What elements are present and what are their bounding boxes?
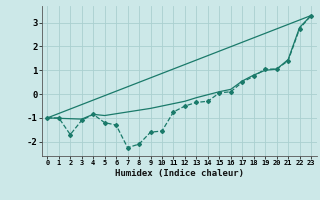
X-axis label: Humidex (Indice chaleur): Humidex (Indice chaleur) bbox=[115, 169, 244, 178]
